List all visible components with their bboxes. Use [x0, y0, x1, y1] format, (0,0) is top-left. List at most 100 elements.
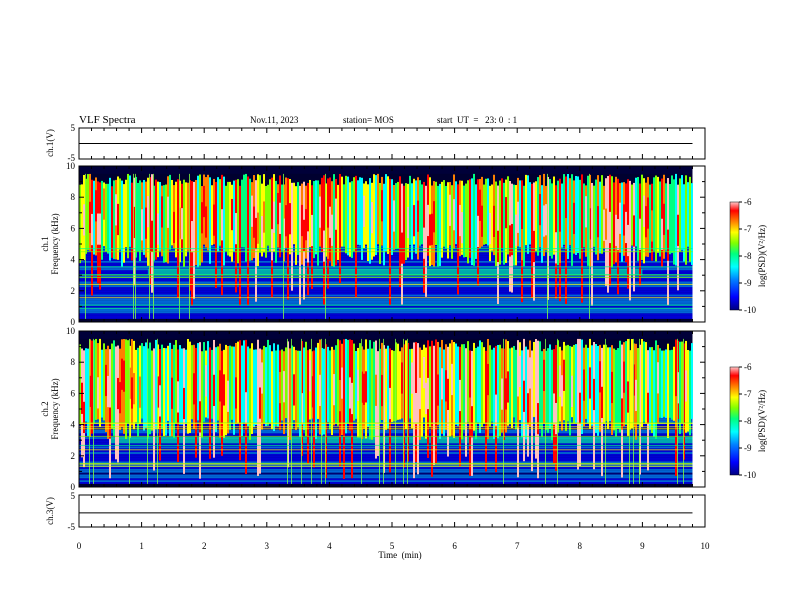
spectrogram-peak	[105, 364, 107, 397]
spectrogram-peak	[311, 214, 313, 247]
spectrogram-column	[681, 175, 683, 250]
spectrogram-peak	[523, 380, 525, 412]
spectrogram-peak	[107, 375, 109, 408]
spectrogram-column	[463, 344, 465, 430]
spectrogram-peak	[333, 374, 335, 406]
spectrogram-column	[617, 348, 619, 429]
spectrogram-peak	[477, 215, 479, 248]
spectrogram-peak	[429, 214, 431, 246]
spectrogram-column	[95, 338, 97, 420]
spectrogram-column	[429, 346, 431, 428]
spectrogram-column	[415, 180, 417, 254]
spectrogram-peak	[543, 205, 545, 237]
spectrogram-column	[169, 174, 171, 250]
spectrogram-column	[653, 177, 655, 251]
spectrogram-column	[461, 344, 463, 440]
spectrogram-column	[241, 179, 243, 248]
spectrogram-peak	[131, 209, 133, 241]
sferic-line	[379, 338, 380, 484]
spectrogram-peak	[305, 209, 307, 241]
spectrogram-peak	[471, 406, 473, 438]
spectrogram-column	[473, 173, 475, 266]
spectrogram-column	[515, 349, 517, 430]
spectrogram-column	[397, 343, 399, 420]
spectrogram-column	[613, 348, 615, 431]
spectrogram-column	[489, 345, 491, 427]
spectrogram-column	[525, 174, 527, 246]
spectrogram-column	[409, 349, 411, 419]
sferic-line	[677, 338, 678, 484]
spectrogram-band	[79, 253, 693, 256]
spectrogram-column	[549, 344, 551, 430]
figure-title: VLF Spectra	[79, 114, 136, 126]
spectrogram-peak	[589, 367, 591, 399]
spectrogram-column	[539, 341, 541, 429]
spectrogram-column	[303, 347, 305, 430]
spectrogram-column	[237, 179, 239, 264]
spectrogram-column	[561, 183, 563, 248]
spectrogram-band	[79, 472, 693, 475]
spectrogram-column	[317, 342, 319, 419]
spectrogram-column	[347, 176, 349, 256]
spectrogram-peak	[203, 185, 205, 218]
spectrogram-column	[119, 178, 121, 250]
spectrogram-column	[573, 344, 575, 424]
ch1-spectrogram-ylabel-channel: ch.1	[40, 236, 50, 251]
spectrogram-column	[185, 349, 187, 424]
spectrogram-column	[689, 176, 691, 262]
spectrogram-peak	[577, 390, 579, 422]
spectrogram-peak	[357, 369, 359, 401]
spectrogram-column	[667, 343, 669, 438]
spectrogram-column	[599, 181, 601, 254]
spectrogram-peak	[245, 392, 247, 424]
sferic-line	[157, 338, 158, 484]
spectrogram-peak	[685, 370, 687, 402]
spectrogram-column	[665, 349, 667, 418]
spectrogram-column	[685, 175, 687, 265]
spectrogram-peak	[635, 379, 637, 412]
spectrogram-column	[171, 179, 173, 246]
spectrogram-peak	[623, 204, 625, 236]
spectrogram-column	[419, 180, 421, 246]
spectrogram-peak	[411, 362, 413, 394]
spectrogram-line	[79, 274, 693, 276]
spectrogram-column	[241, 345, 243, 437]
spectrogram-column	[621, 182, 623, 262]
spectrogram-column	[277, 344, 279, 427]
spectrogram-column	[79, 184, 81, 264]
spectrogram-band	[79, 313, 693, 316]
spectrogram-column	[81, 184, 83, 261]
spectrogram-column	[411, 183, 413, 260]
spectrogram-column	[103, 343, 105, 421]
spectrogram-column	[297, 350, 299, 428]
spectrogram-band	[79, 450, 693, 453]
spectrogram-peak	[271, 229, 273, 261]
spectrogram-column	[323, 348, 325, 435]
spectrogram-band	[79, 288, 693, 291]
spectrogram-peak	[615, 214, 617, 246]
sferic-line	[545, 338, 546, 484]
spectrogram-band	[79, 281, 693, 284]
spectrogram-column	[397, 181, 399, 249]
spectrogram-column	[207, 341, 209, 419]
spectrogram-column	[441, 181, 443, 258]
spectrogram-peak	[195, 383, 197, 416]
spectrogram-peak	[335, 198, 337, 230]
spectrogram-peak	[161, 196, 163, 228]
sferic-line	[683, 338, 684, 484]
sferic-line	[301, 338, 302, 484]
spectrogram-column	[187, 339, 189, 434]
spectrogram-column	[211, 185, 213, 246]
colorbar-ticklabel: -10	[744, 305, 756, 315]
spectrogram-band	[79, 474, 693, 477]
spectrogram-column	[219, 179, 221, 246]
ch2-colorbar-label: log(PSD)(V²/Hz)	[757, 390, 767, 452]
spectrogram-column	[665, 183, 667, 251]
time-ticklabel: 4	[327, 541, 332, 551]
spectrogram-peak	[507, 371, 509, 403]
spectrogram-peak	[239, 238, 241, 271]
spectrogram-peak	[153, 399, 155, 431]
spectrogram-column	[465, 183, 467, 258]
spectrogram-band	[79, 476, 693, 479]
spectrogram-column	[385, 348, 387, 430]
